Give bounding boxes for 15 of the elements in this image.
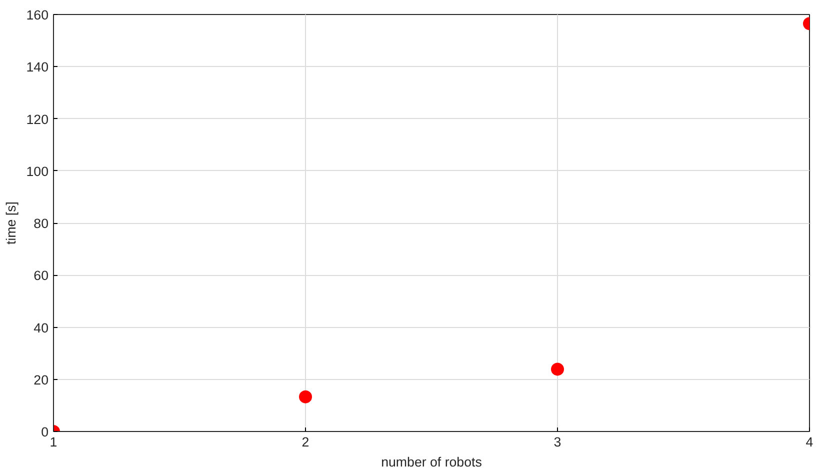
y-tick-label: 60 bbox=[34, 268, 49, 284]
y-tick-label: 20 bbox=[34, 372, 49, 388]
x-tick-label: 2 bbox=[302, 434, 310, 450]
y-tick-label: 100 bbox=[26, 164, 49, 179]
x-tick-label: 4 bbox=[806, 434, 814, 450]
y-tick-label: 120 bbox=[26, 112, 49, 127]
y-tick-label: 0 bbox=[41, 424, 49, 440]
y-axis-title: time [s] bbox=[3, 202, 18, 244]
x-axis-title: number of robots bbox=[381, 454, 482, 470]
x-tick-label: 1 bbox=[50, 434, 58, 450]
y-tick-label: 80 bbox=[34, 216, 49, 231]
y-tick-label: 40 bbox=[34, 320, 49, 336]
y-tick-label: 140 bbox=[26, 60, 49, 75]
y-tick-label: 160 bbox=[26, 8, 49, 22]
x-tick-label: 3 bbox=[554, 434, 562, 450]
